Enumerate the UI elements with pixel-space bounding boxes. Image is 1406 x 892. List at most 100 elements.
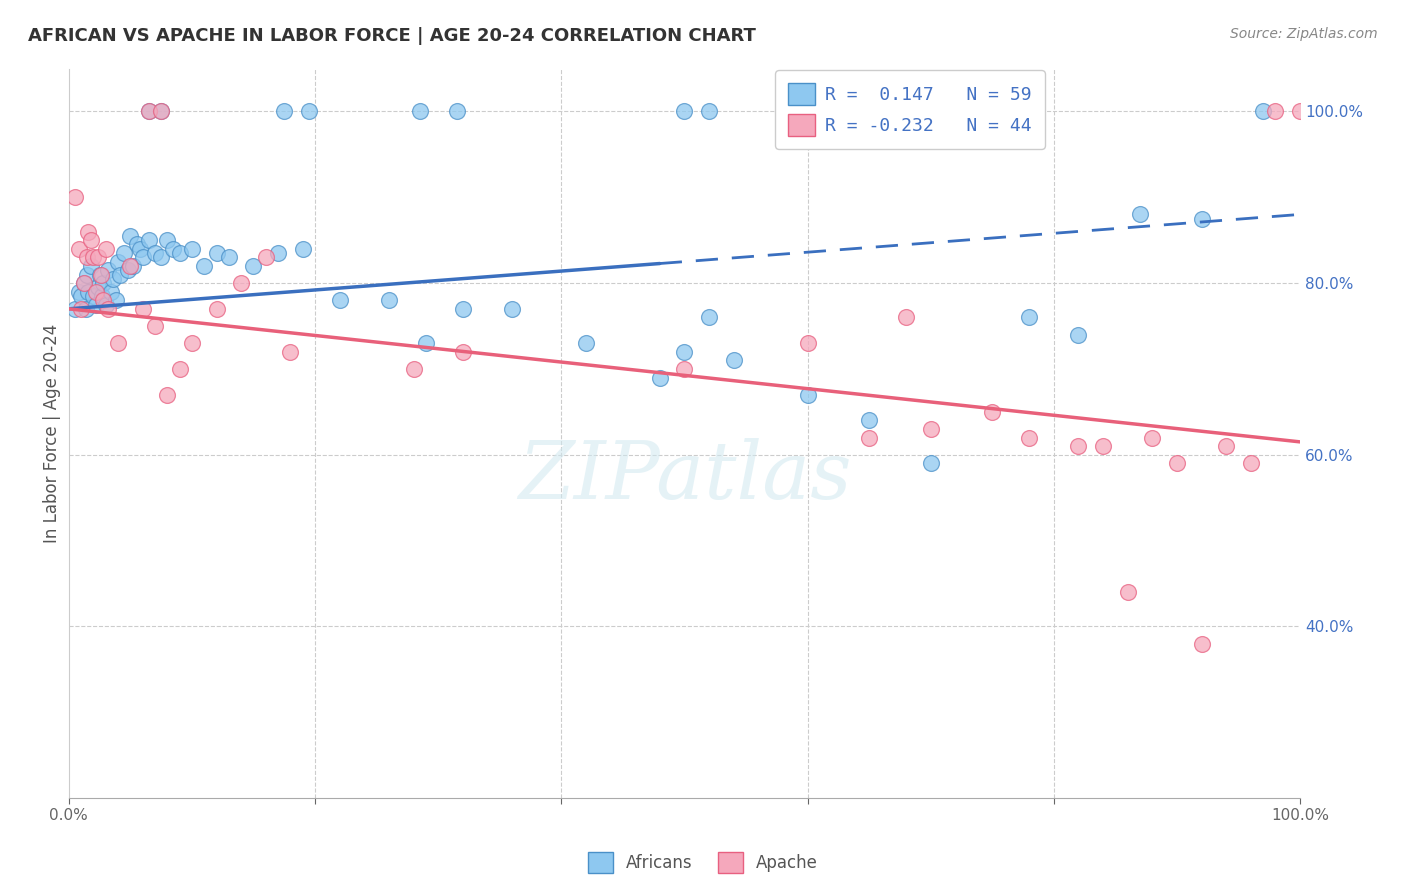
Point (156, 387, 179, 401)
Point (138, 104, 160, 119)
Point (112, 246, 135, 260)
Point (501, 301, 523, 316)
Point (193, 259, 215, 273)
Point (796, 336, 818, 351)
Point (378, 293, 401, 308)
Point (242, 259, 264, 273)
Point (169, 246, 191, 260)
Point (110, 268, 132, 282)
Point (723, 353, 745, 368)
Point (402, 362, 425, 376)
Point (280, 344, 302, 359)
Point (138, 233, 160, 247)
Point (67, 285, 90, 299)
Point (446, 104, 468, 119)
Point (858, 413, 880, 427)
Point (120, 259, 142, 273)
Point (1142, 431, 1164, 445)
Point (1240, 456, 1263, 470)
Point (82, 289, 104, 303)
Point (70, 301, 93, 316)
Point (273, 104, 295, 119)
Point (796, 387, 818, 401)
Point (125, 237, 148, 252)
Point (84, 285, 107, 299)
Point (90, 268, 112, 282)
Point (1166, 456, 1188, 470)
Point (120, 228, 142, 243)
Point (104, 293, 127, 308)
Point (1067, 439, 1090, 453)
Point (1129, 207, 1152, 221)
Point (162, 242, 184, 256)
Point (107, 254, 129, 268)
Y-axis label: In Labor Force | Age 20-24: In Labor Force | Age 20-24 (44, 324, 60, 543)
Point (84, 297, 107, 311)
Point (169, 362, 191, 376)
Point (143, 318, 166, 333)
Point (97, 301, 120, 316)
Point (150, 104, 173, 119)
Point (1215, 439, 1237, 453)
Point (131, 251, 153, 265)
Point (673, 104, 696, 119)
Point (1018, 310, 1040, 325)
Point (180, 242, 202, 256)
Point (121, 259, 143, 273)
Point (1251, 104, 1274, 119)
Point (1289, 104, 1312, 119)
Point (87, 280, 110, 294)
Point (156, 233, 179, 247)
Point (451, 344, 474, 359)
Point (107, 336, 129, 351)
Point (94, 242, 117, 256)
Point (329, 293, 352, 308)
Text: Source: ZipAtlas.com: Source: ZipAtlas.com (1230, 27, 1378, 41)
Point (94, 297, 117, 311)
Point (451, 301, 474, 316)
Point (77, 285, 100, 299)
Point (218, 251, 240, 265)
Point (1116, 585, 1139, 599)
Point (100, 285, 122, 299)
Point (129, 242, 152, 256)
Point (138, 104, 160, 119)
Point (80, 233, 103, 247)
Point (697, 104, 720, 119)
Point (920, 456, 942, 470)
Point (858, 431, 880, 445)
Point (143, 246, 166, 260)
Point (77, 225, 100, 239)
Point (291, 242, 314, 256)
Point (1191, 211, 1213, 226)
Text: ZIPatlas: ZIPatlas (517, 438, 851, 516)
Point (981, 405, 1004, 419)
Point (231, 276, 253, 290)
Point (82, 251, 104, 265)
Point (180, 336, 202, 351)
Point (150, 104, 173, 119)
Point (415, 336, 437, 351)
Point (63, 301, 86, 316)
Point (63, 190, 86, 204)
Legend: R =  0.147   N = 59, R = -0.232   N = 44: R = 0.147 N = 59, R = -0.232 N = 44 (775, 70, 1045, 149)
Point (91, 289, 114, 303)
Point (76, 268, 98, 282)
Point (76, 251, 98, 265)
Point (205, 301, 228, 316)
Point (648, 370, 671, 384)
Point (91, 293, 114, 308)
Point (97, 263, 120, 277)
Point (67, 242, 90, 256)
Point (117, 263, 139, 277)
Point (697, 310, 720, 325)
Text: AFRICAN VS APACHE IN LABOR FORCE | AGE 20-24 CORRELATION CHART: AFRICAN VS APACHE IN LABOR FORCE | AGE 2… (28, 27, 756, 45)
Point (894, 310, 917, 325)
Point (87, 251, 110, 265)
Point (267, 246, 290, 260)
Point (575, 336, 598, 351)
Point (80, 259, 103, 273)
Point (1264, 104, 1286, 119)
Point (298, 104, 321, 119)
Point (131, 301, 153, 316)
